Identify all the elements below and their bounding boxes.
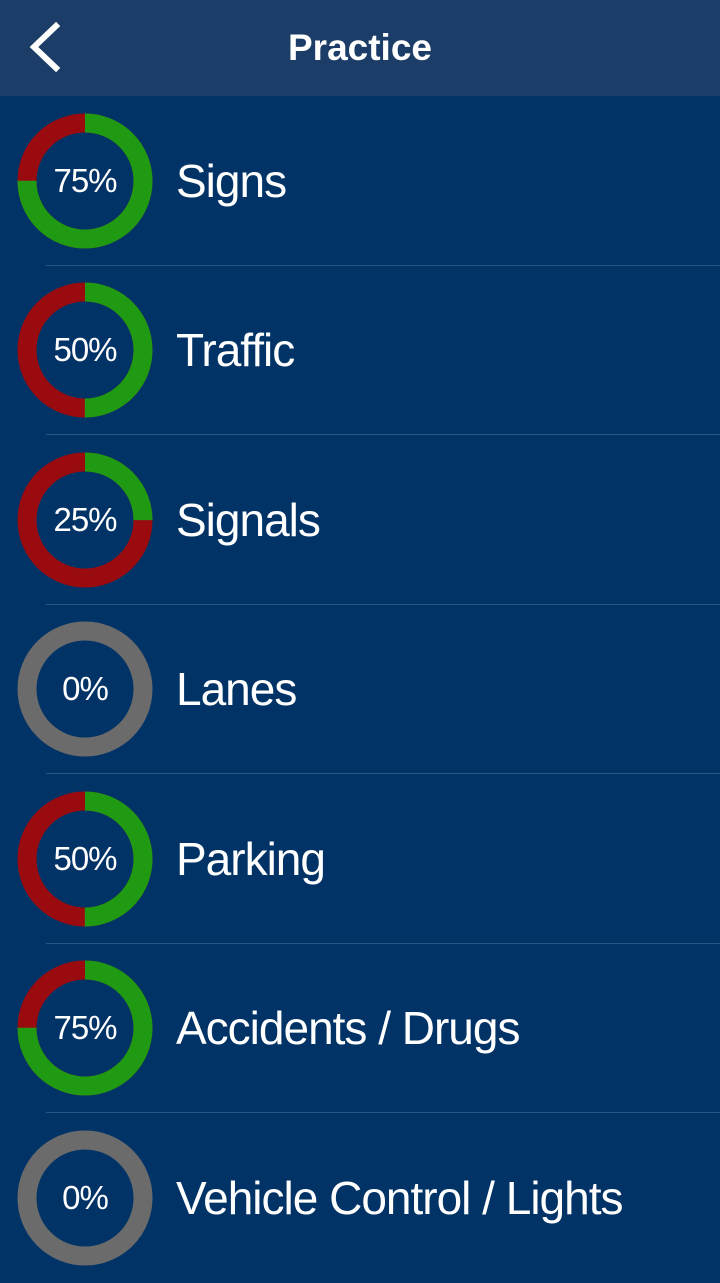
category-list: 75% Signs 50% Traffic 25% Signals 0% Lanes 50% Pa…: [0, 96, 720, 1283]
category-label: Parking: [176, 832, 326, 885]
category-row[interactable]: 75% Signs: [0, 96, 720, 266]
percent-text: 0%: [62, 670, 109, 708]
back-button[interactable]: [24, 21, 68, 73]
percent-text: 0%: [62, 1178, 109, 1216]
progress-ring: 0%: [17, 621, 153, 757]
category-row[interactable]: 50% Parking: [0, 774, 720, 944]
progress-ring: 0%: [17, 1130, 153, 1266]
percent-text: 50%: [53, 839, 117, 877]
percent-text: 50%: [53, 331, 117, 369]
progress-ring: 75%: [17, 960, 153, 1096]
nav-bar: Practice: [0, 0, 720, 96]
category-row[interactable]: 0% Vehicle Control / Lights: [0, 1113, 720, 1283]
category-label: Vehicle Control / Lights: [176, 1171, 623, 1224]
chevron-left-icon: [29, 21, 61, 73]
percent-text: 25%: [53, 500, 117, 538]
ring-correct-segment: [17, 452, 153, 588]
percent-text: 75%: [53, 1009, 117, 1047]
ring-correct-segment: [17, 113, 153, 249]
category-label: Signals: [176, 493, 321, 546]
progress-ring: 25%: [17, 452, 153, 588]
category-label: Accidents / Drugs: [176, 1002, 520, 1055]
category-row[interactable]: 0% Lanes: [0, 605, 720, 775]
progress-ring: 75%: [17, 113, 153, 249]
category-label: Signs: [176, 154, 287, 207]
ring-empty-segment: [17, 621, 153, 757]
progress-ring: 50%: [17, 282, 153, 418]
category-row[interactable]: 25% Signals: [0, 435, 720, 605]
percent-text: 75%: [53, 161, 117, 199]
ring-correct-segment: [17, 791, 153, 927]
category-row[interactable]: 50% Traffic: [0, 266, 720, 436]
category-label: Traffic: [176, 324, 295, 377]
category-label: Lanes: [176, 663, 297, 716]
ring-correct-segment: [17, 960, 153, 1096]
page-title: Practice: [288, 27, 432, 68]
ring-empty-segment: [17, 1130, 153, 1266]
progress-ring: 50%: [17, 791, 153, 927]
category-row[interactable]: 75% Accidents / Drugs: [0, 944, 720, 1114]
ring-correct-segment: [17, 282, 153, 418]
